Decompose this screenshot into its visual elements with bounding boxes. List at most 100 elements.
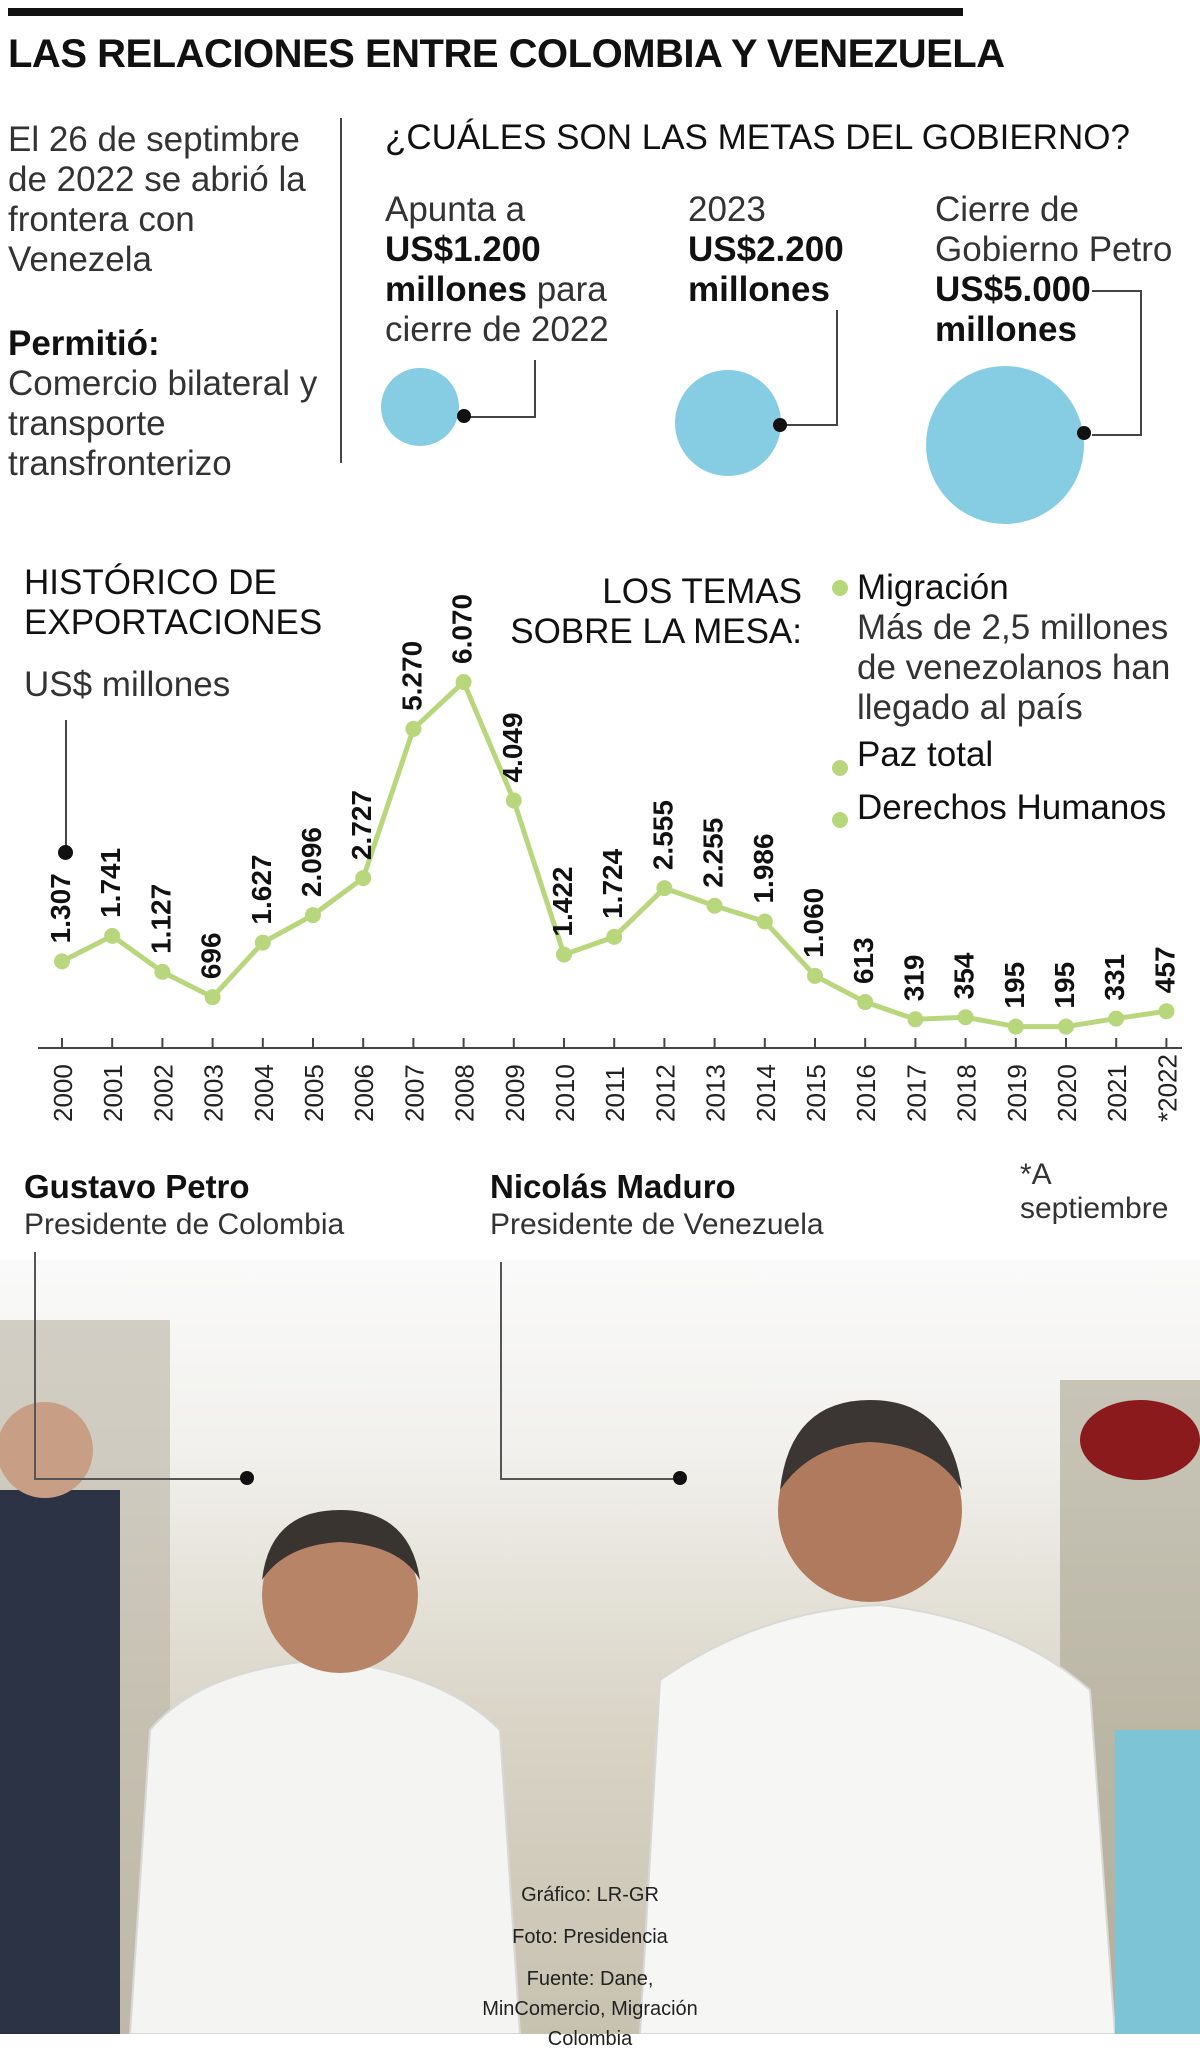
credit-graphic: Gráfico: LR-GR (521, 1884, 659, 1906)
goal-petro: Cierre de Gobierno Petro US$5.000 millon… (935, 190, 1195, 350)
goal-bubble-2022 (381, 368, 459, 446)
top-rule (8, 8, 963, 16)
data-point (1108, 1010, 1125, 1027)
goal-2023-amount: US$2.200 millones (688, 230, 844, 309)
x-tick-label: 2018 (952, 1064, 982, 1122)
data-label: 331 (1099, 954, 1130, 1001)
tema-migracion: Migración Más de 2,5 millones de venezol… (857, 568, 1192, 728)
page-title: LAS RELACIONES ENTRE COLOMBIA Y VENEZUEL… (8, 32, 1005, 76)
data-point (305, 907, 321, 924)
credits: Gráfico: LR-GR Foto: Presidencia Fuente:… (470, 1880, 710, 2054)
data-point (957, 1009, 974, 1026)
x-tick-label: 2006 (349, 1064, 379, 1122)
tema-paz: Paz total (857, 735, 994, 774)
divider (340, 118, 342, 463)
data-label: 696 (196, 932, 227, 979)
x-tick-label: 2005 (299, 1064, 329, 1122)
history-title: HISTÓRICO DE EXPORTACIONES (24, 563, 323, 642)
tema-ddhh: Derechos Humanos (857, 788, 1167, 827)
credit-source: Fuente: Dane, MinComercio, Migración Col… (482, 1968, 698, 2050)
data-point (656, 880, 673, 897)
x-tick-label: *2022 (1152, 1054, 1182, 1122)
data-label: 6.070 (447, 594, 478, 664)
intro-label: Permitió: (8, 324, 160, 363)
data-label: 1.741 (95, 848, 126, 918)
data-label: 1.307 (45, 873, 76, 943)
x-tick-label: 2000 (48, 1064, 78, 1122)
goal-connector-2022 (470, 360, 536, 418)
data-label: 5.270 (396, 641, 427, 711)
goal-2023-pre: 2023 (688, 190, 766, 229)
x-tick-label: 2008 (450, 1064, 480, 1122)
goal-petro-amount: US$5.000 millones (935, 270, 1091, 349)
x-tick-label: 2003 (199, 1064, 229, 1122)
data-point (556, 946, 572, 963)
data-point (857, 994, 874, 1011)
goal-bubble-petro (926, 366, 1084, 524)
x-tick-label: 2002 (148, 1064, 178, 1122)
data-point (907, 1011, 924, 1028)
data-point (606, 928, 623, 945)
unit-pointer-line (65, 720, 67, 850)
data-point (706, 897, 723, 914)
data-label: 1.724 (597, 848, 628, 918)
x-tick-label: 2017 (901, 1064, 931, 1122)
tema-bullet-1 (832, 580, 848, 596)
presidents-photo (0, 1260, 1200, 2034)
goal-2022-post: para cierre de 2022 (385, 270, 609, 349)
data-label: 457 (1149, 946, 1180, 993)
credit-photo: Foto: Presidencia (512, 1926, 668, 1948)
tema-migracion-desc: Más de 2,5 millones de venezolanos han l… (857, 608, 1171, 727)
data-point (204, 989, 221, 1006)
data-label: 2.727 (346, 790, 377, 860)
chart-footnote: *A septiembre (1020, 1158, 1169, 1225)
x-tick-label: 2021 (1102, 1064, 1132, 1122)
goal-petro-pre: Cierre de Gobierno Petro (935, 190, 1173, 269)
petro-role: Presidente de Colombia (24, 1208, 345, 1241)
tema-bullet-3 (832, 812, 848, 828)
data-label: 1.627 (246, 854, 277, 924)
data-point (1007, 1018, 1024, 1035)
x-tick-label: 2004 (249, 1064, 279, 1122)
petro-connector (34, 1252, 246, 1480)
x-tick-label: 2012 (650, 1064, 680, 1122)
maduro-dot (673, 1471, 687, 1485)
x-tick-label: 2001 (98, 1064, 128, 1122)
petro-dot (240, 1471, 254, 1485)
maduro-name: Nicolás Maduro (490, 1168, 736, 1205)
data-point (355, 870, 372, 887)
x-tick-label: 2020 (1052, 1064, 1082, 1122)
goal-2022-amount: US$1.200 millones (385, 230, 541, 309)
goal-connector-2023 (786, 310, 838, 426)
data-point (1058, 1018, 1074, 1035)
data-label: 2.096 (296, 827, 327, 897)
data-label: 195 (999, 962, 1030, 1009)
temas-heading: LOS TEMAS SOBRE LA MESA: (510, 572, 802, 651)
intro-text: El 26 de septimbre de 2022 se abrió la f… (8, 120, 306, 279)
intro-detail: Comercio bilateral y transporte transfro… (8, 364, 318, 483)
goal-dot-petro (1077, 426, 1091, 440)
data-point (104, 927, 121, 944)
petro-name: Gustavo Petro (24, 1168, 250, 1205)
data-label: 319 (898, 955, 929, 1002)
data-label: 2.255 (698, 818, 729, 888)
data-label: 354 (949, 952, 980, 999)
data-point (54, 953, 70, 970)
goal-2022-pre: Apunta a (385, 190, 526, 229)
intro-block: El 26 de septimbre de 2022 se abrió la f… (8, 120, 328, 484)
exports-chart: 1.307 1.741 1.127 696 1.627 2.096 2.727 5.270 6.… (38, 594, 1182, 1122)
maduro-role: Presidente de Venezuela (490, 1208, 824, 1241)
data-point (405, 720, 422, 737)
data-point (254, 934, 271, 951)
tema-migracion-label: Migración (857, 568, 1009, 607)
goal-2022: Apunta a US$1.200 millones para cierre d… (385, 190, 655, 350)
unit-pointer-dot (58, 845, 73, 860)
data-label: 1.422 (547, 867, 578, 937)
data-point (1158, 1003, 1175, 1020)
data-label: 195 (1049, 962, 1080, 1009)
x-tick-label: 2007 (399, 1064, 429, 1122)
x-tick-label: 2009 (500, 1064, 530, 1122)
x-tick-label: 2011 (600, 1066, 630, 1122)
x-tick-label: 2019 (1002, 1064, 1032, 1122)
data-label: 2.555 (647, 800, 678, 870)
